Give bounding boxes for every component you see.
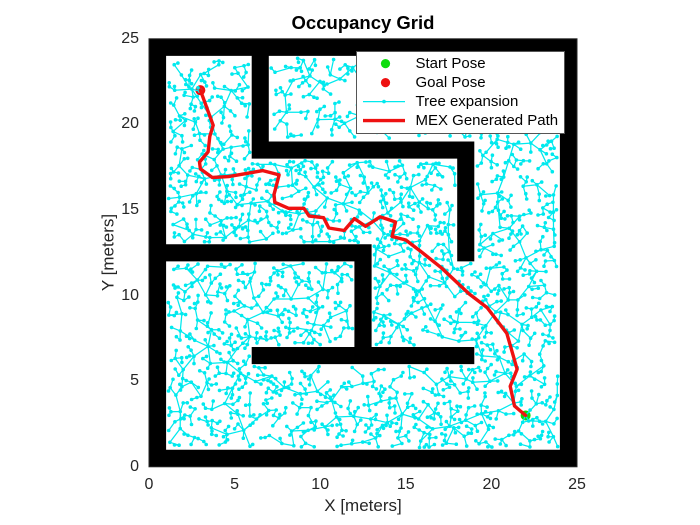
y-tick-5: 5 <box>130 372 139 390</box>
plot-title: Occupancy Grid <box>291 12 435 33</box>
x-tick-20: 20 <box>482 476 501 493</box>
axes-box <box>148 38 578 468</box>
legend-line-icon <box>357 111 411 130</box>
legend-box: Start Pose Goal Pose Tree expansion MEX Gen… <box>355 50 565 134</box>
y-tick-15: 15 <box>121 201 139 218</box>
y-tick-10: 10 <box>121 286 139 304</box>
x-tick-10: 10 <box>311 476 330 493</box>
legend-line-icon <box>357 92 411 111</box>
mex-generated-path <box>197 88 528 418</box>
x-tick-15: 15 <box>396 476 415 493</box>
legend-marker-icon <box>357 73 411 92</box>
y-tick-0: 0 <box>130 457 139 475</box>
x-tick-0: 0 <box>144 476 154 493</box>
x-tick-25: 25 <box>568 476 586 493</box>
legend-entry-3: Tree expansion <box>357 92 564 111</box>
legend-label: MEX Generated Path <box>415 112 559 130</box>
legend-entry-4: MEX Generated Path <box>357 111 564 130</box>
x-axis-label: X [meters] <box>324 496 402 515</box>
legend-entry-1: Start Pose <box>357 54 564 73</box>
y-tick-25: 25 <box>121 29 139 47</box>
y-axis-label: Y [meters] <box>98 214 118 292</box>
x-tick-5: 5 <box>230 476 240 493</box>
legend-entry-2: Goal Pose <box>357 73 564 92</box>
legend-label: Tree expansion <box>415 93 519 111</box>
legend-marker-icon <box>357 54 411 73</box>
legend-label: Start Pose <box>415 54 486 72</box>
maze-walls <box>149 38 577 467</box>
legend-label: Goal Pose <box>415 73 486 91</box>
y-tick-20: 20 <box>121 115 139 133</box>
